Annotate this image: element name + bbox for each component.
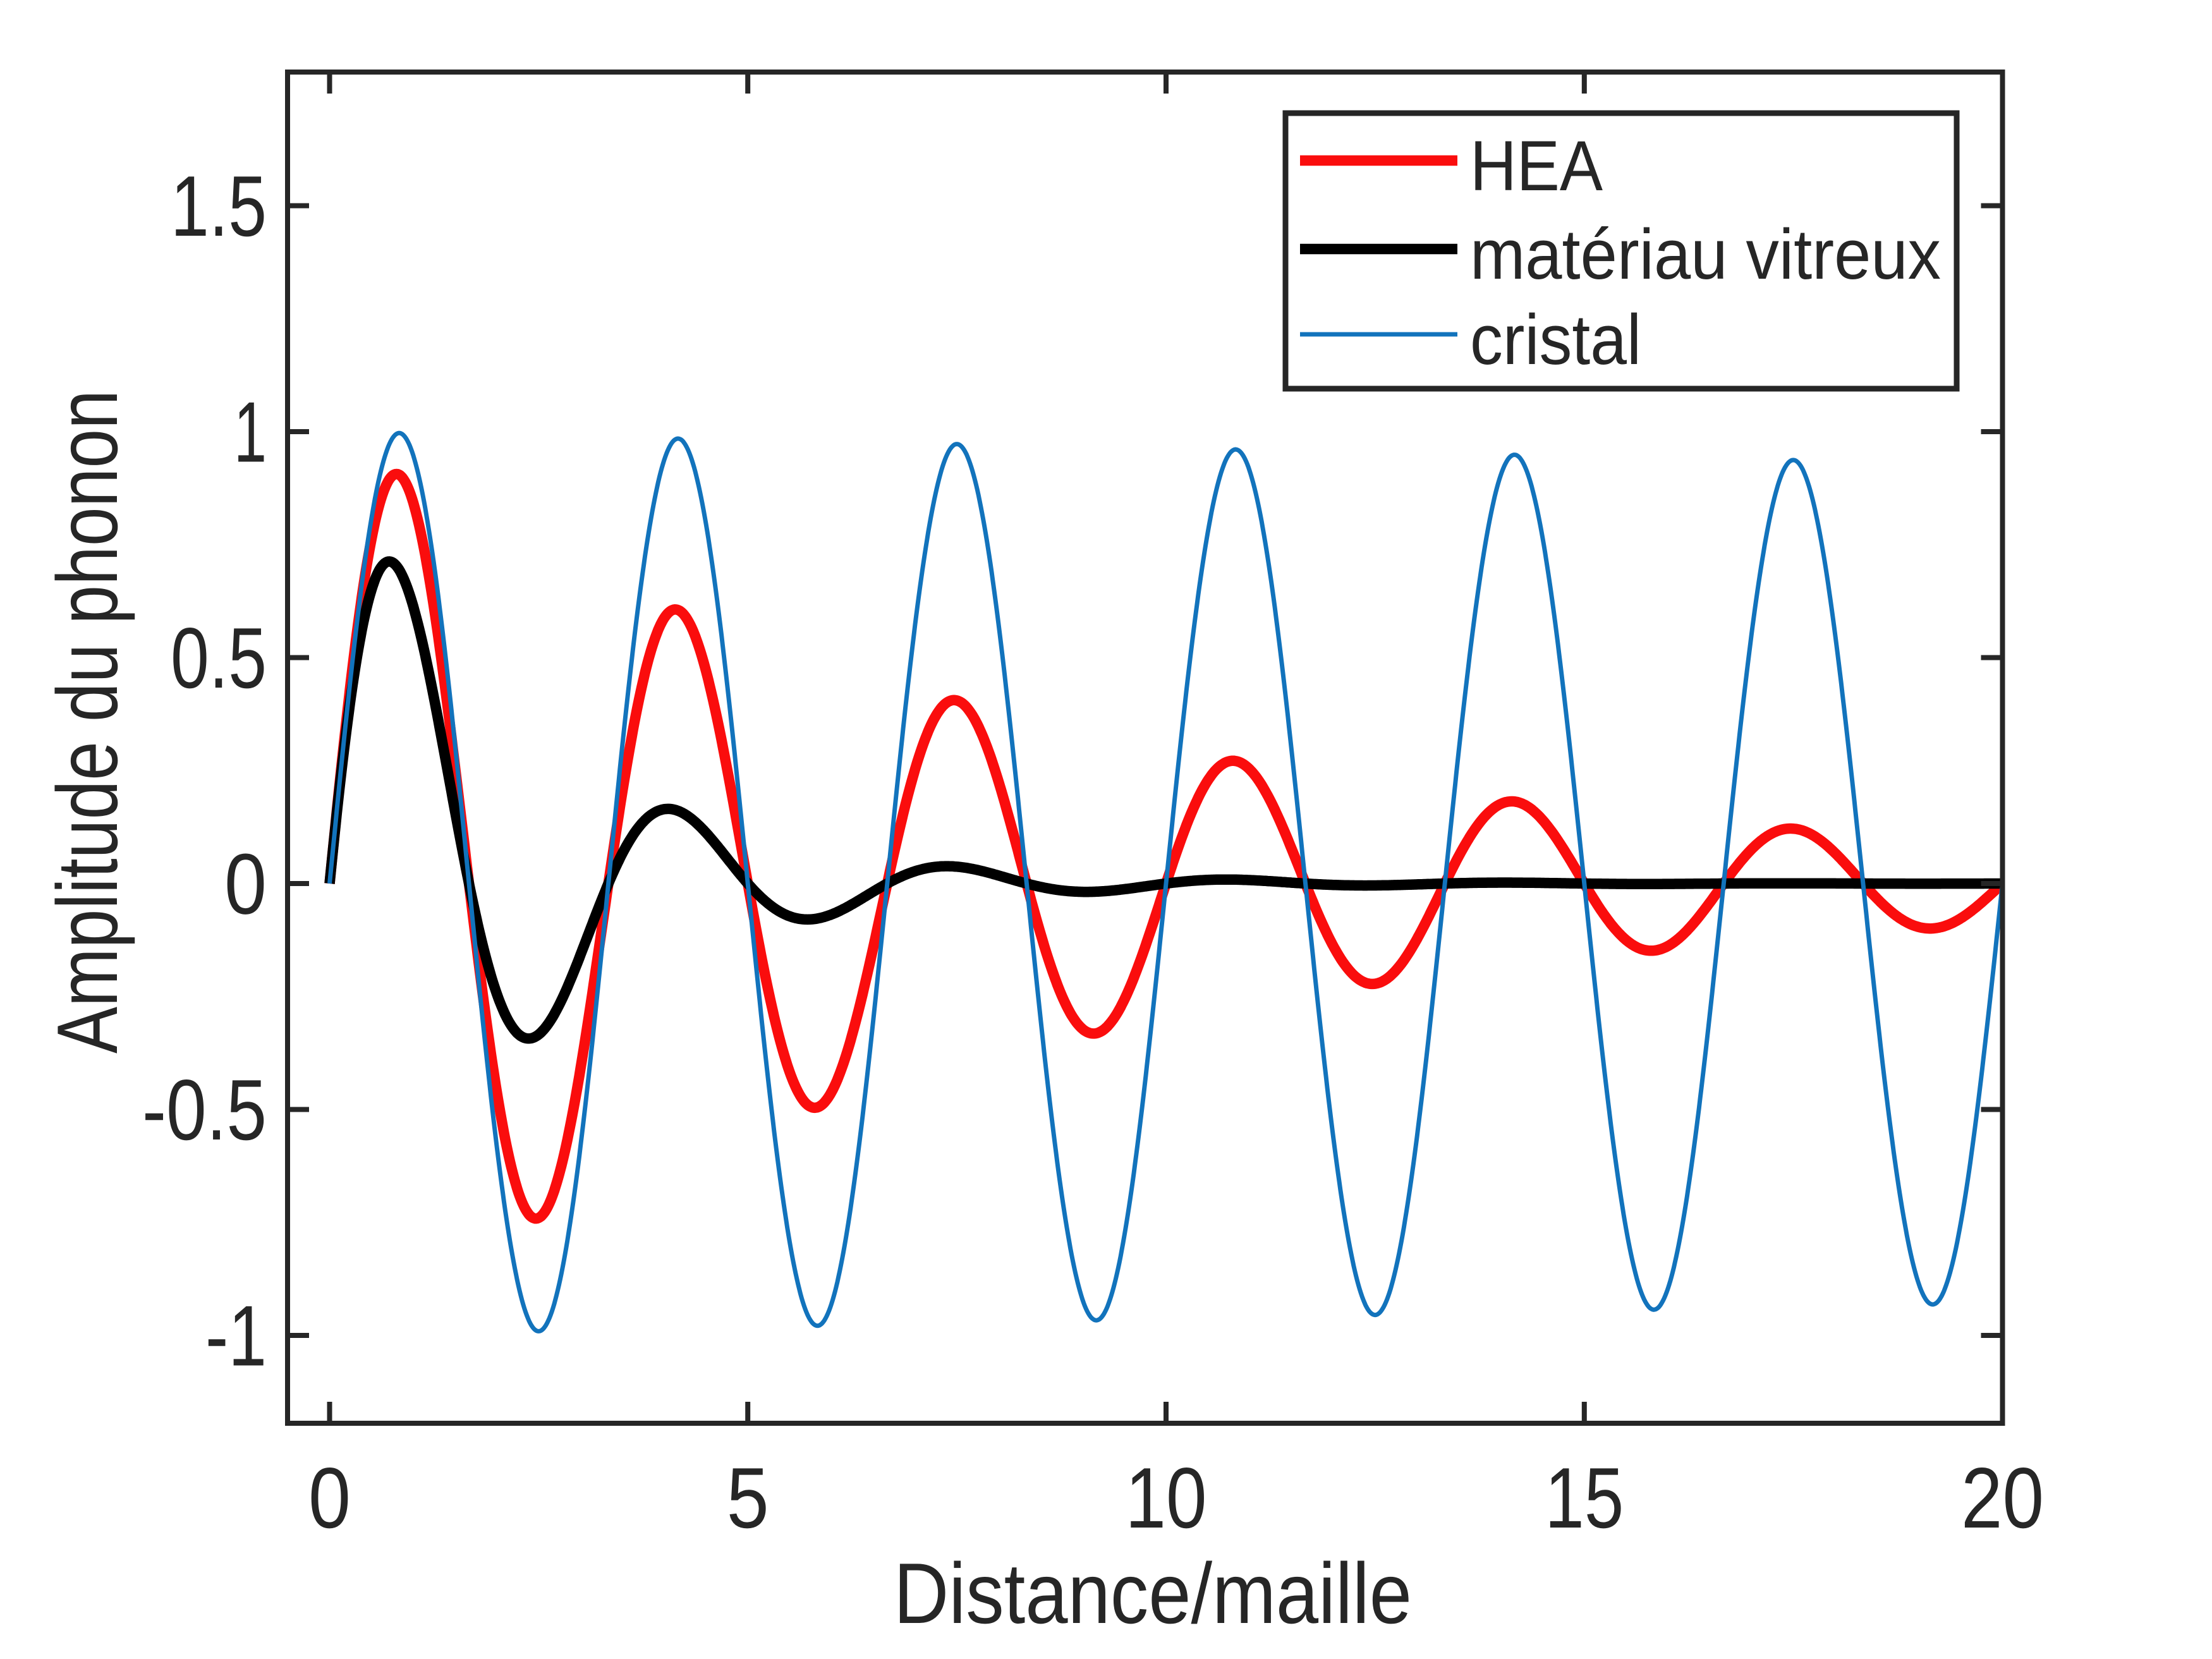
svg-text:1: 1 (234, 384, 267, 480)
svg-text:0: 0 (308, 1450, 351, 1546)
svg-text:20: 20 (1961, 1450, 2044, 1546)
svg-text:5: 5 (727, 1450, 769, 1546)
svg-text:cristal: cristal (1470, 300, 1641, 379)
svg-text:Distance/maille: Distance/maille (894, 1545, 1412, 1641)
svg-text:10: 10 (1126, 1450, 1207, 1546)
svg-text:matériau vitreux: matériau vitreux (1470, 215, 1941, 294)
svg-text:-0.5: -0.5 (142, 1062, 267, 1158)
svg-text:0: 0 (224, 836, 267, 932)
svg-text:HEA: HEA (1470, 126, 1603, 205)
svg-text:-1: -1 (205, 1288, 267, 1384)
svg-text:1.5: 1.5 (171, 158, 267, 254)
svg-text:Amplitude du phonon: Amplitude du phonon (39, 390, 135, 1054)
svg-text:0.5: 0.5 (171, 610, 267, 706)
svg-text:15: 15 (1545, 1450, 1624, 1546)
